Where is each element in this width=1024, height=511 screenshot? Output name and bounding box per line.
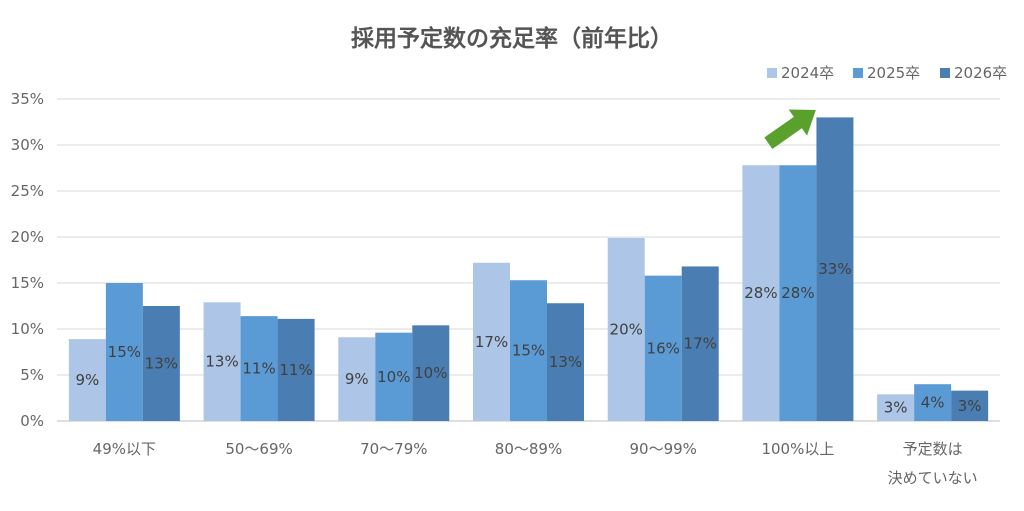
data-label: 17% (684, 335, 717, 353)
bar-2-7 (914, 384, 952, 421)
y-tick-label: 0% (20, 412, 44, 430)
data-label: 33% (818, 260, 851, 278)
arrow-shape (764, 109, 816, 149)
y-tick-label: 30% (11, 136, 44, 154)
x-tick-label: 50～69% (225, 440, 292, 458)
data-label: 9% (75, 371, 99, 389)
chart-title: 採用予定数の充足率（前年比） (351, 25, 673, 52)
data-label: 3% (958, 397, 982, 415)
bar-1-2 (203, 302, 241, 421)
x-tick-label: 80～89% (495, 440, 562, 458)
bar-3-2 (277, 318, 315, 421)
bar-1-4 (473, 262, 510, 421)
data-label: 17% (475, 333, 508, 351)
bar-2-2 (240, 316, 278, 421)
bar-3-7 (951, 390, 989, 421)
data-label: 28% (781, 284, 814, 302)
legend-swatch-1 (767, 68, 777, 78)
data-label: 13% (205, 353, 238, 371)
data-label: 10% (377, 368, 410, 386)
bar-3-5 (681, 266, 719, 421)
legend-label-1: 2024卒 (781, 64, 834, 82)
y-tick-label: 10% (11, 320, 44, 338)
x-tick-label: 90～99% (629, 440, 696, 458)
bar-2-5 (644, 275, 682, 421)
bar-1-3 (338, 337, 376, 421)
legend-label-3: 2026卒 (954, 64, 1007, 82)
annotation-arrow-icon (764, 109, 816, 149)
legend-swatch-2 (853, 68, 863, 78)
y-tick-label: 25% (11, 182, 44, 200)
data-label: 4% (921, 394, 945, 412)
bar-1-7 (877, 394, 915, 421)
y-tick-label: 5% (20, 366, 44, 384)
x-tick-label: 70～79% (360, 440, 427, 458)
data-label: 20% (610, 320, 643, 338)
bar-3-6 (816, 117, 854, 422)
x-tick-label: 予定数は (903, 440, 963, 458)
data-label: 16% (647, 339, 680, 357)
bar-2-4 (510, 280, 547, 421)
data-label: 9% (345, 370, 369, 388)
data-label: 13% (549, 353, 582, 371)
bar-2-3 (375, 332, 413, 421)
bar-1-5 (607, 237, 645, 421)
y-tick-label: 20% (11, 228, 44, 246)
data-label: 3% (884, 399, 908, 417)
bar-3-4 (547, 303, 584, 421)
x-tick-label: 100%以上 (761, 440, 834, 458)
y-tick-label: 15% (11, 274, 44, 292)
legend-swatch-3 (940, 68, 950, 78)
data-label: 28% (744, 284, 777, 302)
data-label: 10% (414, 364, 447, 382)
data-label: 11% (242, 360, 275, 378)
bar-2-1 (105, 283, 143, 421)
bar-1-6 (742, 165, 780, 421)
bar-3-1 (142, 306, 180, 421)
bar-1-1 (68, 339, 106, 421)
bar-3-3 (412, 325, 450, 421)
x-tick-label: 決めていない (888, 469, 978, 487)
x-tick-label: 49%以下 (93, 440, 156, 458)
data-label: 15% (512, 342, 545, 360)
data-label: 13% (145, 355, 178, 373)
data-label: 11% (279, 361, 312, 379)
legend-label-2: 2025卒 (867, 64, 920, 82)
bar-2-6 (779, 165, 817, 421)
y-tick-label: 35% (11, 90, 44, 108)
data-label: 15% (108, 343, 141, 361)
